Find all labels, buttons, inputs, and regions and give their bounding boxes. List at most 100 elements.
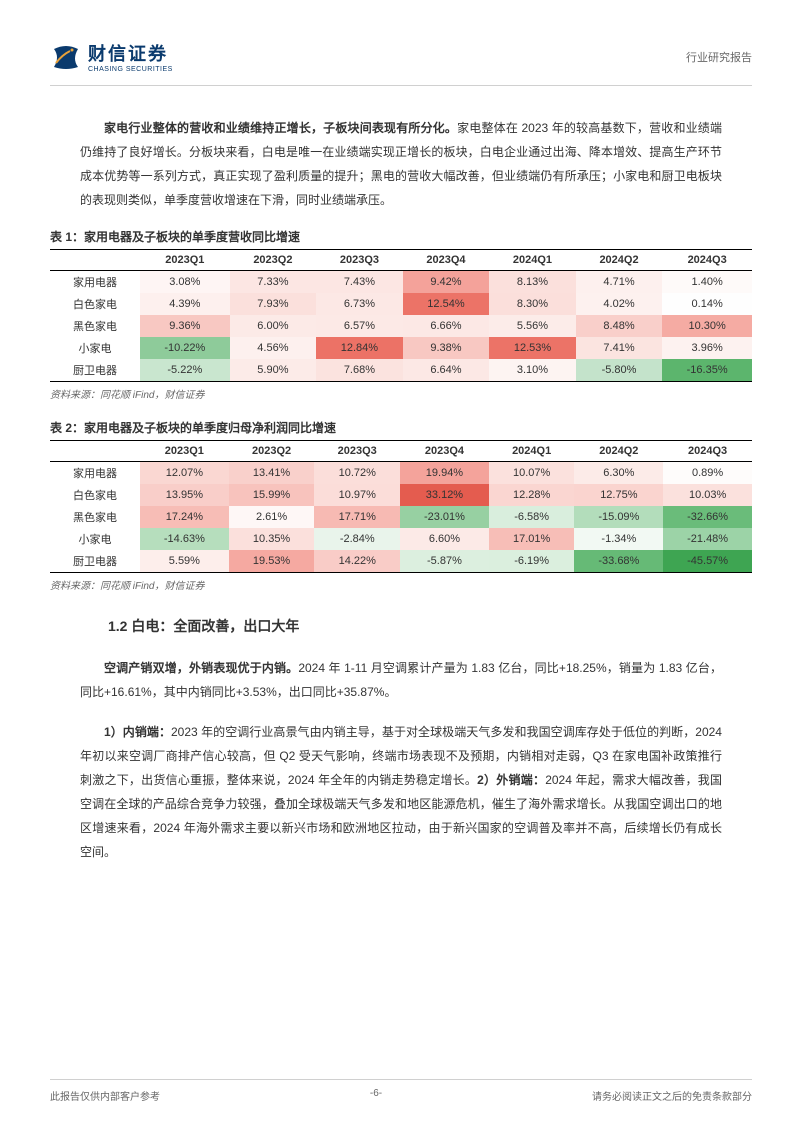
data-cell: 12.53% xyxy=(489,337,576,359)
data-cell: 19.94% xyxy=(400,462,489,485)
para3-bold1: 1）内销端： xyxy=(104,725,171,739)
table-header: 2023Q4 xyxy=(403,250,490,271)
data-cell: 13.41% xyxy=(229,462,315,485)
table-header: 2024Q1 xyxy=(489,441,575,462)
data-cell: -23.01% xyxy=(400,506,489,528)
table-header: 2023Q2 xyxy=(229,441,315,462)
data-cell: -45.57% xyxy=(663,550,752,573)
data-cell: 7.93% xyxy=(230,293,317,315)
data-cell: 6.73% xyxy=(316,293,403,315)
data-cell: -5.80% xyxy=(576,359,663,382)
row-label: 家用电器 xyxy=(50,462,140,485)
data-cell: 3.10% xyxy=(489,359,576,382)
data-cell: -1.34% xyxy=(574,528,663,550)
table2-section: 表 2：家用电器及子板块的单季度归母净利润同比增速 2023Q12023Q220… xyxy=(50,419,752,592)
data-cell: -5.87% xyxy=(400,550,489,573)
data-cell: 3.08% xyxy=(140,271,230,294)
data-cell: -16.35% xyxy=(662,359,752,382)
row-label: 厨卫电器 xyxy=(50,550,140,573)
table-row: 小家电-14.63%10.35%-2.84%6.60%17.01%-1.34%-… xyxy=(50,528,752,550)
data-cell: 33.12% xyxy=(400,484,489,506)
data-cell: 7.68% xyxy=(316,359,403,382)
data-cell: 9.38% xyxy=(403,337,490,359)
logo-en: CHASING SECURITIES xyxy=(88,66,173,73)
table-header: 2023Q1 xyxy=(140,441,229,462)
row-label: 白色家电 xyxy=(50,484,140,506)
logo-text: 财信证券 CHASING SECURITIES xyxy=(88,40,173,73)
table-header: 2024Q1 xyxy=(489,250,576,271)
data-cell: 4.71% xyxy=(576,271,663,294)
data-cell: -21.48% xyxy=(663,528,752,550)
paragraph-2: 空调产销双增，外销表现优于内销。2024 年 1-11 月空调累计产量为 1.8… xyxy=(80,656,722,704)
table-row: 黑色家电9.36%6.00%6.57%6.66%5.56%8.48%10.30% xyxy=(50,315,752,337)
data-cell: 0.14% xyxy=(662,293,752,315)
section-content: 1.2 白电：全面改善，出口大年 空调产销双增，外销表现优于内销。2024 年 … xyxy=(50,616,752,864)
page-header: 财信证券 CHASING SECURITIES 行业研究报告 xyxy=(50,40,752,86)
data-cell: 12.54% xyxy=(403,293,490,315)
data-cell: 15.99% xyxy=(229,484,315,506)
data-cell: 17.71% xyxy=(314,506,400,528)
data-cell: 9.42% xyxy=(403,271,490,294)
table-header: 2023Q1 xyxy=(140,250,230,271)
table-header xyxy=(50,250,140,271)
table-row: 白色家电13.95%15.99%10.97%33.12%12.28%12.75%… xyxy=(50,484,752,506)
logo-cn: 财信证券 xyxy=(88,40,173,66)
table-header: 2024Q2 xyxy=(576,250,663,271)
table-row: 黑色家电17.24%2.61%17.71%-23.01%-6.58%-15.09… xyxy=(50,506,752,528)
data-cell: 17.01% xyxy=(489,528,575,550)
data-cell: 12.28% xyxy=(489,484,575,506)
para3-bold2: 2）外销端： xyxy=(477,773,545,787)
data-cell: 4.39% xyxy=(140,293,230,315)
table2: 2023Q12023Q22023Q32023Q42024Q12024Q22024… xyxy=(50,440,752,573)
table1-title: 表 1：家用电器及子板块的单季度营收同比增速 xyxy=(50,228,752,245)
data-cell: 3.96% xyxy=(662,337,752,359)
para2-bold: 空调产销双增，外销表现优于内销。 xyxy=(104,661,298,675)
data-cell: 6.66% xyxy=(403,315,490,337)
table-header: 2023Q2 xyxy=(230,250,317,271)
row-label: 白色家电 xyxy=(50,293,140,315)
data-cell: -33.68% xyxy=(574,550,663,573)
data-cell: 17.24% xyxy=(140,506,229,528)
data-cell: -6.19% xyxy=(489,550,575,573)
logo-icon xyxy=(50,41,82,73)
data-cell: -10.22% xyxy=(140,337,230,359)
table-row: 家用电器3.08%7.33%7.43%9.42%8.13%4.71%1.40% xyxy=(50,271,752,294)
data-cell: 9.36% xyxy=(140,315,230,337)
data-cell: 6.57% xyxy=(316,315,403,337)
data-cell: 5.56% xyxy=(489,315,576,337)
table-header: 2023Q3 xyxy=(314,441,400,462)
footer-left: 此报告仅供内部客户参考 xyxy=(50,1088,160,1103)
table-row: 家用电器12.07%13.41%10.72%19.94%10.07%6.30%0… xyxy=(50,462,752,485)
table-header xyxy=(50,441,140,462)
data-cell: 10.07% xyxy=(489,462,575,485)
data-cell: 4.56% xyxy=(230,337,317,359)
data-cell: 8.48% xyxy=(576,315,663,337)
main-content: 家电行业整体的营收和业绩维持正增长，子板块间表现有所分化。家电整体在 2023 … xyxy=(50,116,752,212)
data-cell: 14.22% xyxy=(314,550,400,573)
table-header: 2023Q4 xyxy=(400,441,489,462)
data-cell: 8.30% xyxy=(489,293,576,315)
intro-bold: 家电行业整体的营收和业绩维持正增长，子板块间表现有所分化。 xyxy=(104,121,457,135)
row-label: 厨卫电器 xyxy=(50,359,140,382)
data-cell: 6.64% xyxy=(403,359,490,382)
data-cell: 10.97% xyxy=(314,484,400,506)
table1: 2023Q12023Q22023Q32023Q42024Q12024Q22024… xyxy=(50,249,752,382)
page-footer: 此报告仅供内部客户参考 -6- 请务必阅读正文之后的免责条款部分 xyxy=(50,1079,752,1103)
data-cell: -14.63% xyxy=(140,528,229,550)
header-right-text: 行业研究报告 xyxy=(686,49,752,65)
data-cell: 10.72% xyxy=(314,462,400,485)
data-cell: -2.84% xyxy=(314,528,400,550)
data-cell: 8.13% xyxy=(489,271,576,294)
data-cell: 5.90% xyxy=(230,359,317,382)
data-cell: -6.58% xyxy=(489,506,575,528)
paragraph-3: 1）内销端：2023 年的空调行业高景气由内销主导，基于对全球极端天气多发和我国… xyxy=(80,720,722,864)
logo-area: 财信证券 CHASING SECURITIES xyxy=(50,40,173,73)
data-cell: 0.89% xyxy=(663,462,752,485)
data-cell: 6.60% xyxy=(400,528,489,550)
intro-paragraph: 家电行业整体的营收和业绩维持正增长，子板块间表现有所分化。家电整体在 2023 … xyxy=(80,116,722,212)
section-heading: 1.2 白电：全面改善，出口大年 xyxy=(80,616,722,636)
table-row: 厨卫电器5.59%19.53%14.22%-5.87%-6.19%-33.68%… xyxy=(50,550,752,573)
data-cell: 13.95% xyxy=(140,484,229,506)
data-cell: 6.00% xyxy=(230,315,317,337)
data-cell: -15.09% xyxy=(574,506,663,528)
